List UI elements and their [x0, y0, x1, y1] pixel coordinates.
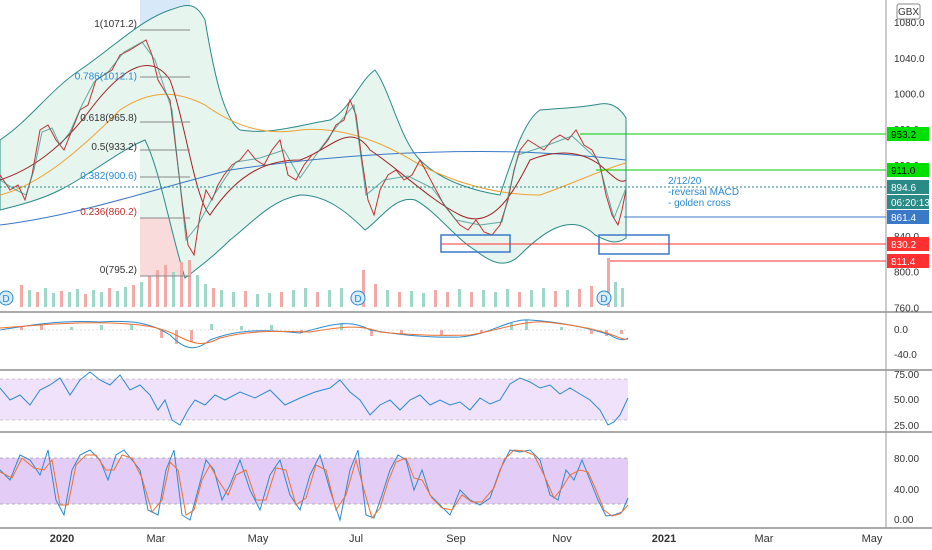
dividend-marker-label: D: [600, 294, 607, 305]
rsi-y-tick: 50.00: [894, 395, 919, 406]
stoch-d-line: [0, 449, 629, 520]
price-tag-label: 861.4: [891, 213, 916, 224]
annotation-line-1: 2/12/20: [668, 176, 702, 187]
fib-level-label: 0(795.2): [100, 265, 137, 276]
x-axis-tick: May: [248, 533, 269, 545]
rsi-band: [0, 379, 628, 420]
macd-histogram: [20, 320, 623, 344]
price-tag: [887, 180, 929, 194]
currency-label: GBX: [898, 7, 919, 18]
fib-lines: [140, 29, 190, 277]
price-tag: [887, 210, 929, 224]
dividend-marker-label: D: [2, 294, 9, 305]
price-tag: [887, 163, 929, 177]
stoch-band: [0, 458, 628, 504]
fib-level-label: 0.5(933.2): [91, 142, 137, 153]
stoch-y-tick: 0.00: [894, 515, 914, 526]
price-tag: [887, 195, 929, 209]
fib-level-label: 0.236(860.2): [80, 207, 137, 218]
fib-level-label: 1(1071.2): [94, 19, 137, 30]
price-candles: [0, 39, 627, 257]
price-y-tick: 1040.0: [894, 54, 925, 65]
stoch-y-tick: 80.00: [894, 454, 919, 465]
price-tag-label: 811.4: [891, 257, 916, 268]
x-axis-tick: Nov: [552, 533, 572, 545]
macd-y-tick: 0.0: [894, 325, 908, 336]
annotation-line-2: -reversal MACD: [668, 187, 739, 198]
x-axis-tick: 2021: [652, 533, 676, 545]
ma-200-line: [0, 151, 627, 226]
x-axis-tick: 2020: [50, 533, 74, 545]
dividend-marker[interactable]: [0, 290, 14, 306]
dividend-marker-label: D: [354, 294, 361, 305]
price-y-tick: 1000.0: [894, 89, 925, 100]
annotation-line-3: - golden cross: [668, 198, 731, 209]
rsi-y-tick: 25.00: [894, 421, 919, 432]
price-tag-label: 911.0: [891, 166, 916, 177]
ma-100-line: [0, 93, 627, 196]
fib-level-label: 0.786(1012.1): [75, 72, 137, 83]
price-tag: [887, 254, 929, 268]
x-axis-tick: Mar: [147, 533, 166, 545]
price-tag: [887, 237, 929, 251]
x-axis-tick: Mar: [755, 533, 774, 545]
price-tag-label: 953.2: [891, 130, 916, 141]
price-y-tick: 1080.0: [894, 18, 925, 29]
stoch-y-tick: 40.00: [894, 485, 919, 496]
macd-signal-line: [0, 321, 629, 344]
price-tag: [887, 127, 929, 141]
x-axis-tick: Jul: [349, 533, 363, 545]
currency-box: [896, 3, 921, 20]
rsi-y-tick: 75.00: [894, 370, 919, 381]
volume-bars: [20, 258, 624, 307]
fib-level-label: 0.382(900.6): [80, 171, 137, 182]
rsi-line: [0, 371, 629, 426]
macd-y-tick: -40.0: [894, 350, 917, 361]
price-tag-label: 894.6: [891, 183, 916, 194]
dividend-marker[interactable]: [350, 290, 366, 306]
price-y-tick: 760.0: [894, 303, 919, 314]
dividend-marker[interactable]: [596, 290, 612, 306]
fib-level-label: 0.618(965.8): [80, 113, 137, 124]
stoch-k-line: [0, 449, 629, 522]
macd-line: [0, 319, 629, 349]
price-tag-label: 06:20:13: [891, 198, 930, 209]
price-y-tick: 800.0: [894, 268, 919, 279]
price-tag-label: 830.2: [891, 240, 916, 251]
x-axis-tick: May: [862, 533, 883, 545]
x-axis-tick: Sep: [446, 533, 466, 545]
